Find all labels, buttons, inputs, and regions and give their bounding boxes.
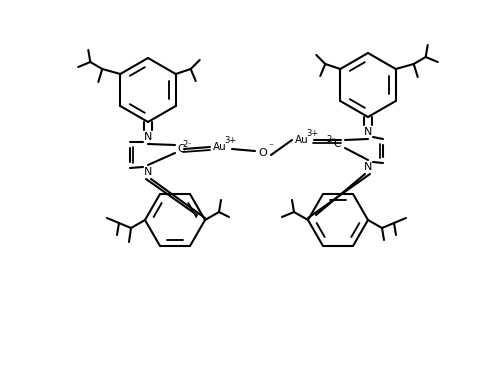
Text: 2⁻: 2⁻	[326, 136, 335, 144]
Text: N: N	[143, 132, 152, 142]
Text: 2⁻: 2⁻	[182, 141, 191, 149]
Text: C: C	[177, 144, 184, 154]
Text: 3+: 3+	[305, 129, 318, 139]
Text: ⁻: ⁻	[268, 142, 273, 152]
Text: O: O	[258, 148, 267, 158]
Text: C: C	[333, 139, 340, 149]
Text: N: N	[143, 167, 152, 177]
Text: Au: Au	[213, 142, 226, 152]
Text: N: N	[363, 127, 371, 137]
Text: 3+: 3+	[223, 137, 235, 146]
Text: Au: Au	[295, 135, 308, 145]
Text: N: N	[363, 162, 371, 172]
